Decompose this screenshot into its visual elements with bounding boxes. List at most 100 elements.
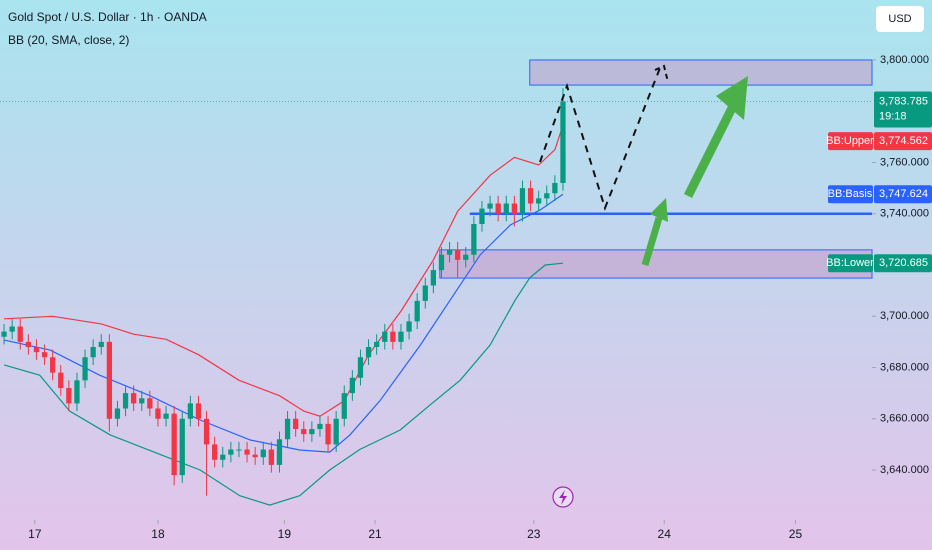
candle-body (365, 347, 372, 358)
candle-body (9, 326, 15, 332)
candle-body (390, 331, 396, 342)
arrow-head (650, 198, 668, 222)
candle-body (479, 208, 485, 224)
candle-body (406, 321, 412, 332)
event-icon-bolt (559, 490, 567, 505)
candle-body (171, 413, 177, 476)
candle-body (455, 249, 461, 260)
band-value: 3,774.562 (879, 135, 928, 147)
candle-body (309, 429, 315, 435)
candle-body (325, 423, 331, 445)
chart-title: Gold Spot / U.S. Dollar · 1h · OANDA (8, 10, 207, 24)
x-tick-label: 24 (658, 527, 672, 541)
candle-body (212, 444, 218, 460)
price-badge-label: 3,783.785 (879, 95, 928, 107)
candle-body (41, 352, 48, 358)
currency-label: USD (888, 13, 911, 25)
candle-body (349, 377, 355, 394)
band-name-badge (828, 132, 873, 151)
y-tick-label: 3,800.000 (880, 54, 929, 66)
band-name: BB:Upper (826, 135, 874, 147)
candle-body (163, 413, 169, 419)
candle-body (471, 223, 477, 255)
candle-body (438, 254, 445, 271)
candle-body (519, 188, 526, 214)
candle-body (446, 249, 453, 255)
candle-body (106, 341, 112, 419)
candle-body (536, 198, 542, 204)
candle-body (50, 357, 56, 373)
x-tick-label: 19 (278, 527, 292, 541)
price-countdown: 19:18 (879, 110, 907, 122)
band-name-badge (828, 254, 873, 273)
arrow-head (716, 76, 748, 120)
y-tick-label: 3,700.000 (880, 310, 929, 322)
candle-body (114, 408, 121, 419)
band-line (3, 262, 564, 506)
candle-body (260, 449, 266, 458)
candle-body (398, 331, 404, 342)
candle-body (139, 398, 145, 404)
candle-body (560, 101, 566, 183)
candle-body (527, 188, 534, 204)
projection-hook (654, 64, 669, 83)
candle-body (301, 429, 307, 435)
candle-body (487, 203, 493, 209)
candle-body (58, 372, 64, 389)
band-value-badge (874, 185, 932, 204)
candle-body (495, 203, 501, 214)
candle-body (284, 418, 291, 440)
candle-body (187, 403, 193, 419)
candle-body (74, 380, 80, 404)
candle-body (236, 449, 242, 451)
candle-body (195, 403, 202, 419)
annotation-drawings (539, 64, 748, 508)
candle-body (147, 398, 153, 409)
band-value-badge (874, 254, 932, 273)
band-value: 3,747.624 (879, 188, 928, 200)
x-tick-label: 21 (368, 527, 382, 541)
candle-body (333, 418, 339, 445)
candle-body (131, 393, 137, 404)
candle-body (268, 449, 274, 465)
candle-body (382, 331, 388, 342)
candle-body (82, 357, 88, 381)
x-tick-label: 23 (527, 527, 541, 541)
candle-body (552, 182, 558, 194)
candle-body (463, 254, 469, 260)
band-name: BB:Lower (826, 257, 874, 269)
candle-body (17, 326, 23, 342)
arrow-shaft (683, 105, 737, 199)
x-tick-label: 18 (151, 527, 165, 541)
arrow-shaft (641, 217, 663, 266)
band-line (4, 125, 564, 417)
candle-body (220, 454, 226, 460)
projection-path (539, 67, 661, 212)
y-tick-label: 3,680.000 (880, 361, 929, 373)
plot-area (0, 59, 873, 506)
band-name-badge (828, 185, 873, 204)
candle-body (276, 439, 283, 465)
candle-body (66, 388, 72, 404)
candle-body (90, 347, 96, 358)
candle-body (341, 393, 347, 419)
candle-body (252, 454, 258, 458)
band-name: BB:Basis (828, 188, 873, 200)
band-value: 3,720.685 (879, 257, 928, 269)
band-value-badge (874, 132, 932, 151)
candle-body (374, 341, 380, 348)
y-tick-label: 3,740.000 (880, 208, 929, 220)
currency-button[interactable] (876, 6, 924, 32)
indicator-legend: BB (20, SMA, close, 2) (8, 33, 129, 47)
candle-body (511, 203, 518, 214)
candle-body (422, 285, 428, 301)
candle-body (430, 270, 436, 286)
band-line (3, 193, 564, 453)
candle-body (33, 347, 40, 353)
candle-body (228, 449, 234, 455)
candle-body (203, 418, 210, 445)
y-tick-label: 3,760.000 (880, 156, 929, 168)
x-tick-label: 17 (28, 527, 42, 541)
